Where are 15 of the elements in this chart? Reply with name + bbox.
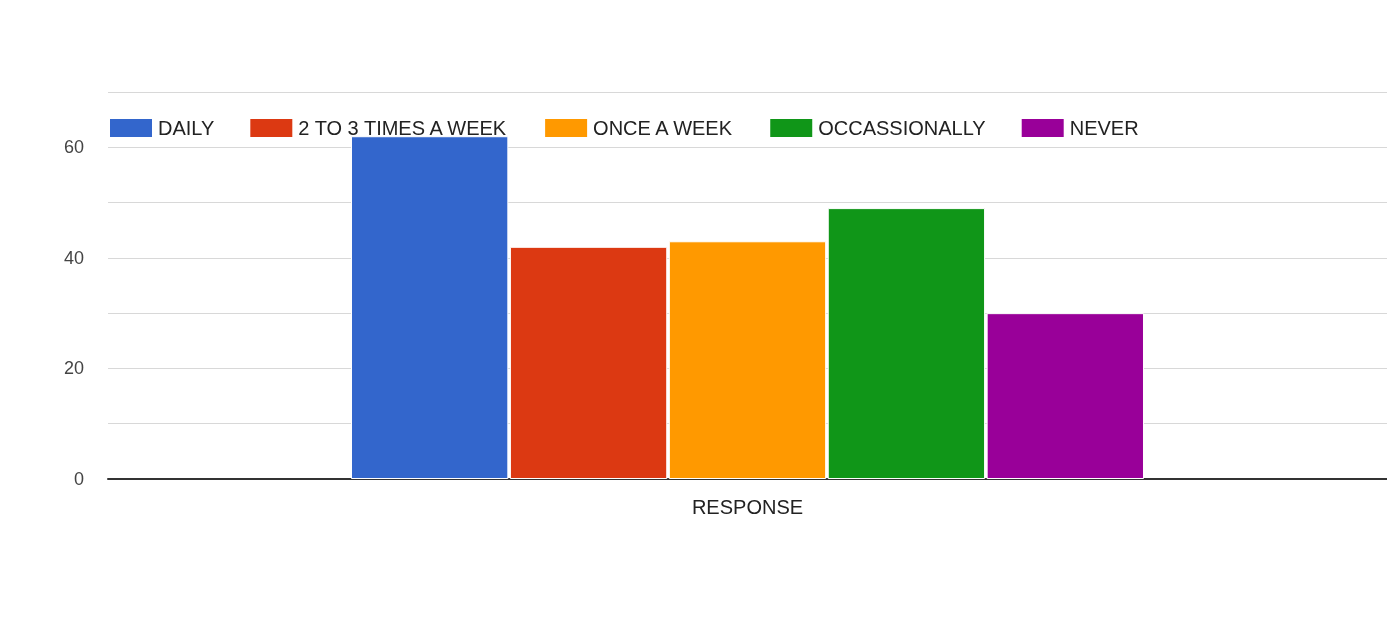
legend-label: ONCE A WEEK xyxy=(593,117,733,139)
legend-label: 2 TO 3 TIMES A WEEK xyxy=(298,117,507,139)
y-tick-label: 40 xyxy=(63,247,84,268)
x-tick-label: RESPONSE xyxy=(691,496,804,518)
legend-label: DAILY xyxy=(158,117,215,139)
legend-label: OCCASSIONALLY xyxy=(818,117,986,139)
bar xyxy=(827,208,986,479)
y-tick-label: 20 xyxy=(63,358,84,379)
bar xyxy=(668,241,827,479)
bar xyxy=(986,313,1144,479)
bar xyxy=(351,136,509,479)
y-tick-label: 60 xyxy=(63,137,84,158)
bar xyxy=(509,246,668,479)
y-tick-label: 0 xyxy=(73,469,84,489)
legend-label: NEVER xyxy=(1069,117,1139,139)
